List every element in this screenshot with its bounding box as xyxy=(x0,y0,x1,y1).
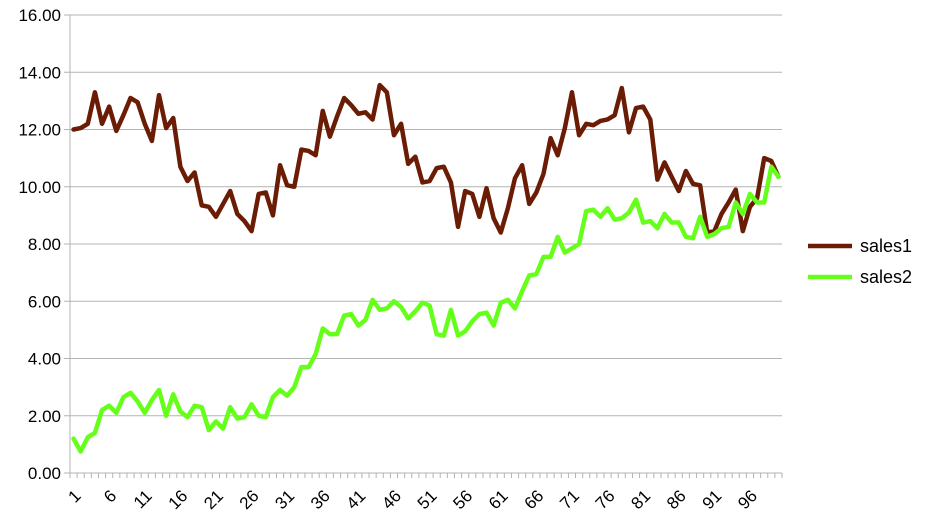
y-axis-tick-labels: 0.00 2.00 4.00 6.00 8.00 10.00 12.00 14.00 16.00 xyxy=(18,6,61,483)
x-tick-label: 91 xyxy=(699,486,726,513)
x-tick-label: 36 xyxy=(307,486,334,513)
y-tick-label: 12.00 xyxy=(18,121,61,140)
x-tick-label: 46 xyxy=(378,486,405,513)
y-tick-label: 14.00 xyxy=(18,63,61,82)
x-tick-label: 66 xyxy=(521,486,548,513)
x-tick-label: 26 xyxy=(236,486,263,513)
x-tick-label: 96 xyxy=(734,486,761,513)
legend-label-sales1: sales1 xyxy=(860,236,912,256)
x-tick-label: 6 xyxy=(100,486,120,506)
x-axis-tick-labels: 1 6 11 16 21 26 31 36 41 46 51 56 61 66 71 76 81 86 91 96 xyxy=(65,486,762,513)
x-tick-label: 31 xyxy=(271,486,298,513)
y-tick-label: 10.00 xyxy=(18,178,61,197)
series-line-sales1 xyxy=(71,82,781,235)
x-tick-label: 61 xyxy=(485,486,512,513)
legend-label-sales2: sales2 xyxy=(860,267,912,287)
axes xyxy=(64,14,783,478)
x-tick-label: 51 xyxy=(414,486,441,513)
x-tick-label: 11 xyxy=(130,486,156,512)
y-tick-label: 4.00 xyxy=(28,350,61,369)
y-tick-label: 16.00 xyxy=(18,6,61,25)
x-tick-label: 81 xyxy=(627,486,654,513)
x-tick-label: 41 xyxy=(343,486,370,513)
x-tick-label: 71 xyxy=(556,486,583,513)
series-lines xyxy=(71,82,781,454)
y-tick-label: 0.00 xyxy=(28,464,61,483)
x-tick-label: 76 xyxy=(592,486,619,513)
y-tick-label: 6.00 xyxy=(28,292,61,311)
x-tick-label: 86 xyxy=(663,486,690,513)
y-tick-label: 2.00 xyxy=(28,407,61,426)
x-tick-label: 56 xyxy=(449,486,476,513)
y-tick-label: 8.00 xyxy=(28,235,61,254)
legend: sales1 sales2 xyxy=(808,236,912,287)
x-tick-label: 21 xyxy=(200,486,227,513)
x-tick-label: 1 xyxy=(65,486,85,506)
x-tick-label: 16 xyxy=(165,486,192,513)
series-line-sales2 xyxy=(71,164,781,454)
